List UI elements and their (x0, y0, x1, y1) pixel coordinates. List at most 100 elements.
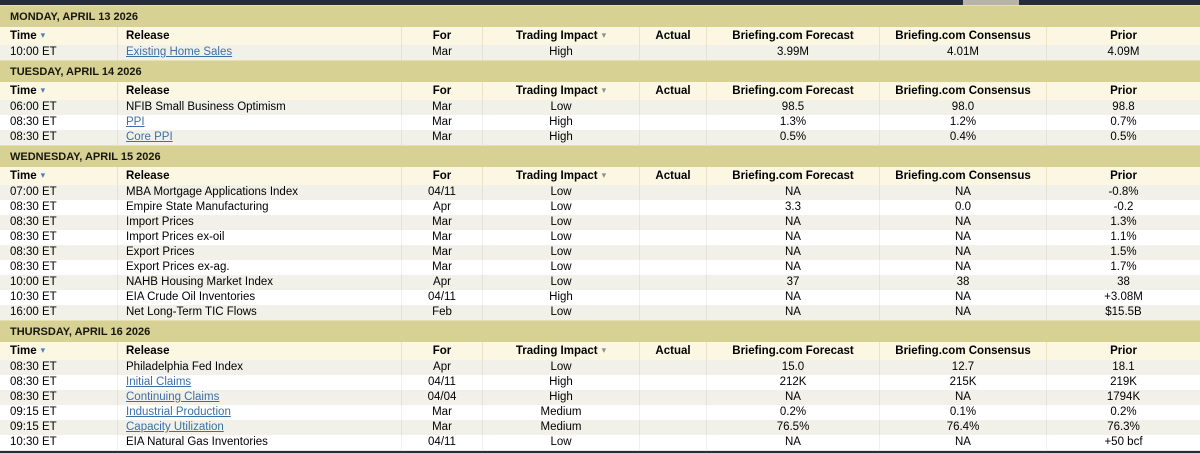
consensus-cell: 0.4% (880, 130, 1047, 145)
table-row: 08:30 ET Import Prices ex-oil Mar Low NA… (0, 230, 1200, 245)
prior-cell: 0.5% (1110, 131, 1137, 143)
release-link[interactable]: Industrial Production (126, 406, 231, 418)
release-cell: Philadelphia Fed Index (118, 360, 402, 375)
prior-cell: 1794K (1106, 391, 1141, 403)
day-label: MONDAY, APRIL 13 2026 (10, 11, 138, 23)
sort-icon[interactable]: ▾ (601, 85, 607, 95)
forecast-cell: 15.0 (707, 360, 880, 375)
actual-cell (640, 435, 707, 450)
sort-icon[interactable]: ▾ (601, 345, 607, 355)
impact-cell: Low (483, 305, 640, 320)
column-header-time[interactable]: Time ▾ (0, 167, 118, 185)
release-cell: Import Prices ex-oil (118, 230, 402, 245)
forecast-cell: 3.3 (707, 200, 880, 215)
forecast-cell: 212K (707, 375, 880, 390)
release-link[interactable]: Core PPI (126, 131, 173, 143)
actual-cell (640, 290, 707, 305)
time-cell: 16:00 ET (0, 305, 118, 320)
forecast-cell: NA (707, 185, 880, 200)
day-header: THURSDAY, APRIL 16 2026 (0, 320, 1200, 342)
column-header-time[interactable]: Time ▾ (0, 82, 118, 100)
day-label: THURSDAY, APRIL 16 2026 (10, 326, 151, 338)
sort-desc-icon[interactable]: ▾ (40, 170, 46, 180)
impact-cell: Low (483, 260, 640, 275)
column-header-impact[interactable]: Trading Impact ▾ (483, 167, 640, 185)
impact-cell: High (483, 290, 640, 305)
release-column-label: Release (126, 170, 170, 182)
consensus-cell: NA (880, 435, 1047, 450)
consensus-cell: NA (880, 305, 1047, 320)
release-cell: PPI (118, 115, 402, 130)
forecast-cell: NA (707, 305, 880, 320)
prior-cell: -0.2 (1113, 201, 1134, 213)
actual-cell (640, 215, 707, 230)
release-link[interactable]: PPI (126, 116, 145, 128)
actual-column-label: Actual (655, 345, 691, 357)
release-cell: Export Prices ex-ag. (118, 260, 402, 275)
impact-column-label: Trading Impact (515, 345, 598, 357)
scrollbar-thumb[interactable] (963, 0, 1019, 5)
section-rows: 07:00 ET MBA Mortgage Applications Index… (0, 185, 1200, 320)
day-section: TUESDAY, APRIL 14 2026 Time ▾ Release For… (0, 60, 1200, 145)
impact-column-label: Trading Impact (515, 85, 598, 97)
time-cell: 09:15 ET (0, 420, 118, 435)
column-header-forecast: Briefing.com Forecast (707, 27, 880, 45)
table-row: 08:30 ET Continuing Claims 04/04 High NA… (0, 390, 1200, 405)
column-header-release: Release (118, 342, 402, 360)
sort-icon[interactable]: ▾ (601, 30, 607, 40)
column-header-actual: Actual (640, 342, 707, 360)
sort-icon[interactable]: ▾ (601, 170, 607, 180)
impact-cell: Low (483, 200, 640, 215)
forecast-cell: 1.3% (707, 115, 880, 130)
time-cell: 08:30 ET (0, 215, 118, 230)
impact-cell: Low (483, 230, 640, 245)
sort-desc-icon[interactable]: ▾ (40, 30, 46, 40)
sort-desc-icon[interactable]: ▾ (40, 85, 46, 95)
column-header-impact[interactable]: Trading Impact ▾ (483, 82, 640, 100)
release-link[interactable]: Capacity Utilization (126, 421, 224, 433)
time-cell: 08:30 ET (0, 130, 118, 145)
for-cell: Mar (402, 420, 483, 435)
release-link[interactable]: Existing Home Sales (126, 46, 233, 58)
actual-cell (640, 275, 707, 290)
column-header-consensus: Briefing.com Consensus (880, 167, 1047, 185)
for-cell: Mar (402, 215, 483, 230)
release-link[interactable]: Initial Claims (126, 376, 192, 388)
column-header-impact[interactable]: Trading Impact ▾ (483, 27, 640, 45)
release-text: Export Prices (126, 246, 195, 258)
column-header-actual: Actual (640, 167, 707, 185)
table-row: 16:00 ET Net Long-Term TIC Flows Feb Low… (0, 305, 1200, 320)
day-label: WEDNESDAY, APRIL 15 2026 (10, 151, 161, 163)
release-text: Empire State Manufacturing (126, 201, 269, 213)
for-cell: Apr (402, 360, 483, 375)
column-header-time[interactable]: Time ▾ (0, 342, 118, 360)
day-section: MONDAY, APRIL 13 2026 Time ▾ Release For … (0, 5, 1200, 60)
consensus-cell: NA (880, 245, 1047, 260)
column-header-prior: Prior (1047, 342, 1200, 360)
for-cell: Mar (402, 230, 483, 245)
time-cell: 06:00 ET (0, 100, 118, 115)
release-text: EIA Crude Oil Inventories (126, 291, 256, 303)
column-header-time[interactable]: Time ▾ (0, 27, 118, 45)
sort-desc-icon[interactable]: ▾ (40, 345, 46, 355)
release-text: EIA Natural Gas Inventories (126, 436, 268, 448)
consensus-column-label: Briefing.com Consensus (895, 85, 1031, 97)
table-row: 10:00 ET Existing Home Sales Mar High 3.… (0, 45, 1200, 60)
prior-column-label: Prior (1110, 345, 1137, 357)
prior-cell: 76.3% (1107, 421, 1140, 433)
forecast-cell: NA (707, 260, 880, 275)
impact-cell: High (483, 115, 640, 130)
column-header-actual: Actual (640, 82, 707, 100)
column-header-impact[interactable]: Trading Impact ▾ (483, 342, 640, 360)
consensus-cell: 1.2% (880, 115, 1047, 130)
day-section: THURSDAY, APRIL 16 2026 Time ▾ Release Fo… (0, 320, 1200, 450)
impact-cell: Low (483, 100, 640, 115)
time-cell: 10:30 ET (0, 290, 118, 305)
time-cell: 08:30 ET (0, 200, 118, 215)
release-link[interactable]: Continuing Claims (126, 391, 220, 403)
release-text: NAHB Housing Market Index (126, 276, 274, 288)
prior-cell: 1.1% (1110, 231, 1137, 243)
table-row: 08:30 ET Philadelphia Fed Index Apr Low … (0, 360, 1200, 375)
forecast-column-label: Briefing.com Forecast (732, 345, 854, 357)
actual-cell (640, 100, 707, 115)
